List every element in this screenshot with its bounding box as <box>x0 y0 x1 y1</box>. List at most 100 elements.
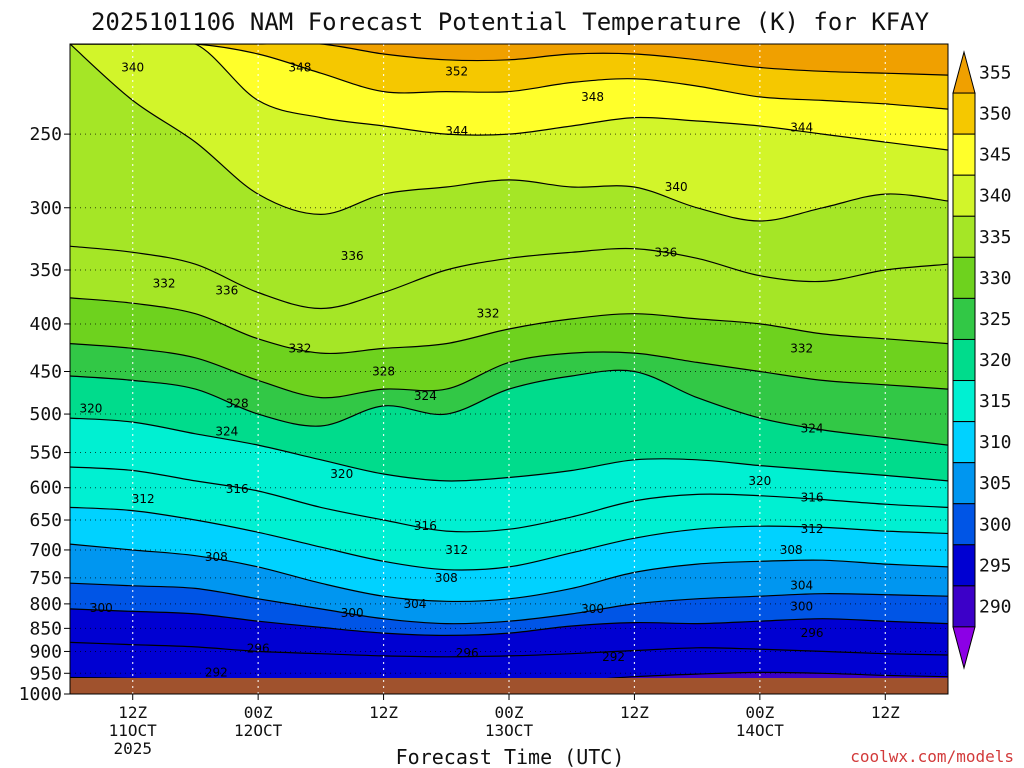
colorbar-label: 315 <box>979 391 1012 412</box>
time-tick-label: 12Z <box>118 703 147 722</box>
contour-label-text: 324 <box>801 421 824 435</box>
contour-label: 308 <box>205 550 228 564</box>
colorbar-label: 295 <box>979 555 1012 576</box>
time-tick-label: 12Z <box>871 703 900 722</box>
contour-label-text: 324 <box>414 389 437 403</box>
contour-label-text: 312 <box>132 492 155 506</box>
contour-label-text: 340 <box>121 61 144 75</box>
isentrope-308 <box>70 543 948 603</box>
contour-label: 336 <box>215 283 238 297</box>
isentrope-336 <box>70 245 948 310</box>
contour-label: 320 <box>748 474 771 488</box>
contour-label: 340 <box>121 61 144 75</box>
pressure-tick-label: 800 <box>29 594 62 615</box>
contour-label: 336 <box>341 249 364 263</box>
contour-label-text: 332 <box>153 277 176 291</box>
contour-label: 304 <box>790 578 813 592</box>
colorbar-label: 355 <box>979 63 1012 84</box>
date-tick-label: 11OCT <box>109 721 158 740</box>
contour-label-text: 340 <box>665 180 688 194</box>
date-tick-label: 12OCT <box>234 721 283 740</box>
contour-label-text: 320 <box>330 467 353 481</box>
contour-label-text: 332 <box>288 341 311 355</box>
x-axis-label: Forecast Time (UTC) <box>396 745 625 768</box>
time-tick-label: 00Z <box>495 703 524 722</box>
date-tick-label: 14OCT <box>736 721 785 740</box>
contour-label: 300 <box>581 602 604 616</box>
colorbar-segment <box>952 585 976 628</box>
contour-label: 312 <box>132 492 155 506</box>
isentrope-340 <box>70 44 948 222</box>
contour-label: 332 <box>790 341 813 355</box>
contour-label: 324 <box>215 424 238 438</box>
colorbar-label: 330 <box>979 268 1012 289</box>
colorbar-segment <box>952 174 976 217</box>
pressure-tick-label: 500 <box>29 404 62 425</box>
contour-label-text: 308 <box>780 543 803 557</box>
time-tick-label: 12Z <box>620 703 649 722</box>
contour-label-text: 304 <box>403 597 426 611</box>
contour-label-text: 324 <box>215 424 238 438</box>
contour-label: 316 <box>226 482 249 496</box>
contour-label-text: 300 <box>790 599 813 613</box>
isentrope-296 <box>70 641 948 658</box>
isentrope-344 <box>70 44 948 151</box>
credit-link[interactable]: coolwx.com/models <box>850 747 1014 766</box>
colorbar-label: 340 <box>979 186 1012 207</box>
contour-label: 332 <box>477 307 500 321</box>
contour-label: 348 <box>581 90 604 104</box>
contour-label: 292 <box>205 665 228 679</box>
contour-label: 308 <box>435 571 458 585</box>
time-tick-label: 00Z <box>745 703 774 722</box>
contour-label-text: 344 <box>445 124 468 138</box>
colorbar-label: 320 <box>979 350 1012 371</box>
contour-label-text: 312 <box>445 543 468 557</box>
contour-label: 312 <box>445 543 468 557</box>
pressure-tick-label: 1000 <box>19 684 62 705</box>
colorbar: 355 350 345 340 335 330 325 320 315 310 305 300 295 2… <box>952 50 1012 670</box>
contour-label: 328 <box>372 365 395 379</box>
plot-area: 340 348 352 348 344 344 340 336 336 336 332 332 332 3… <box>69 43 949 695</box>
contour-label: 332 <box>288 341 311 355</box>
contour-label-text: 352 <box>445 64 468 78</box>
contour-label-text: 316 <box>801 491 824 505</box>
contour-label: 320 <box>79 401 102 415</box>
contour-label-text: 344 <box>790 121 813 135</box>
contour-label: 312 <box>801 522 824 536</box>
isentrope-328 <box>70 343 948 399</box>
pressure-tick-label: 300 <box>29 198 62 219</box>
isentrope-348 <box>70 44 948 110</box>
chart-title: 2025101106 NAM Forecast Potential Temper… <box>91 8 930 36</box>
contour-label: 320 <box>330 467 353 481</box>
colorbar-segment <box>952 338 976 382</box>
colorbar-segment <box>952 380 976 423</box>
plot-content: 340 348 352 348 344 344 340 336 336 336 332 332 332 3… <box>70 44 948 694</box>
contour-label: 300 <box>341 606 364 620</box>
colorbar-label: 345 <box>979 145 1012 166</box>
contour-label: 324 <box>414 389 437 403</box>
colorbar-label: 350 <box>979 104 1012 125</box>
contour-label: 324 <box>801 421 824 435</box>
colorbar-segment <box>952 421 976 464</box>
colorbar-segment <box>952 462 976 505</box>
isentrope-332 <box>70 297 948 355</box>
colorbar-label: 290 <box>979 596 1012 617</box>
contour-label: 292 <box>602 650 625 664</box>
pressure-tick-label: 950 <box>29 663 62 684</box>
pressure-tick-label: 600 <box>29 478 62 499</box>
colorbar-label: 325 <box>979 309 1012 330</box>
pressure-tick-label: 350 <box>29 260 62 281</box>
contour-label-text: 320 <box>79 401 102 415</box>
contour-label: 296 <box>247 641 270 655</box>
contour-label: 316 <box>801 491 824 505</box>
contour-label-text: 292 <box>205 665 228 679</box>
contour-label-text: 296 <box>247 641 270 655</box>
contour-label-text: 308 <box>435 571 458 585</box>
contour-label: 352 <box>445 64 468 78</box>
pressure-tick-label: 750 <box>29 568 62 589</box>
contour-label: 336 <box>654 245 677 259</box>
contour-label-text: 328 <box>372 365 395 379</box>
contour-label-text: 300 <box>341 606 364 620</box>
